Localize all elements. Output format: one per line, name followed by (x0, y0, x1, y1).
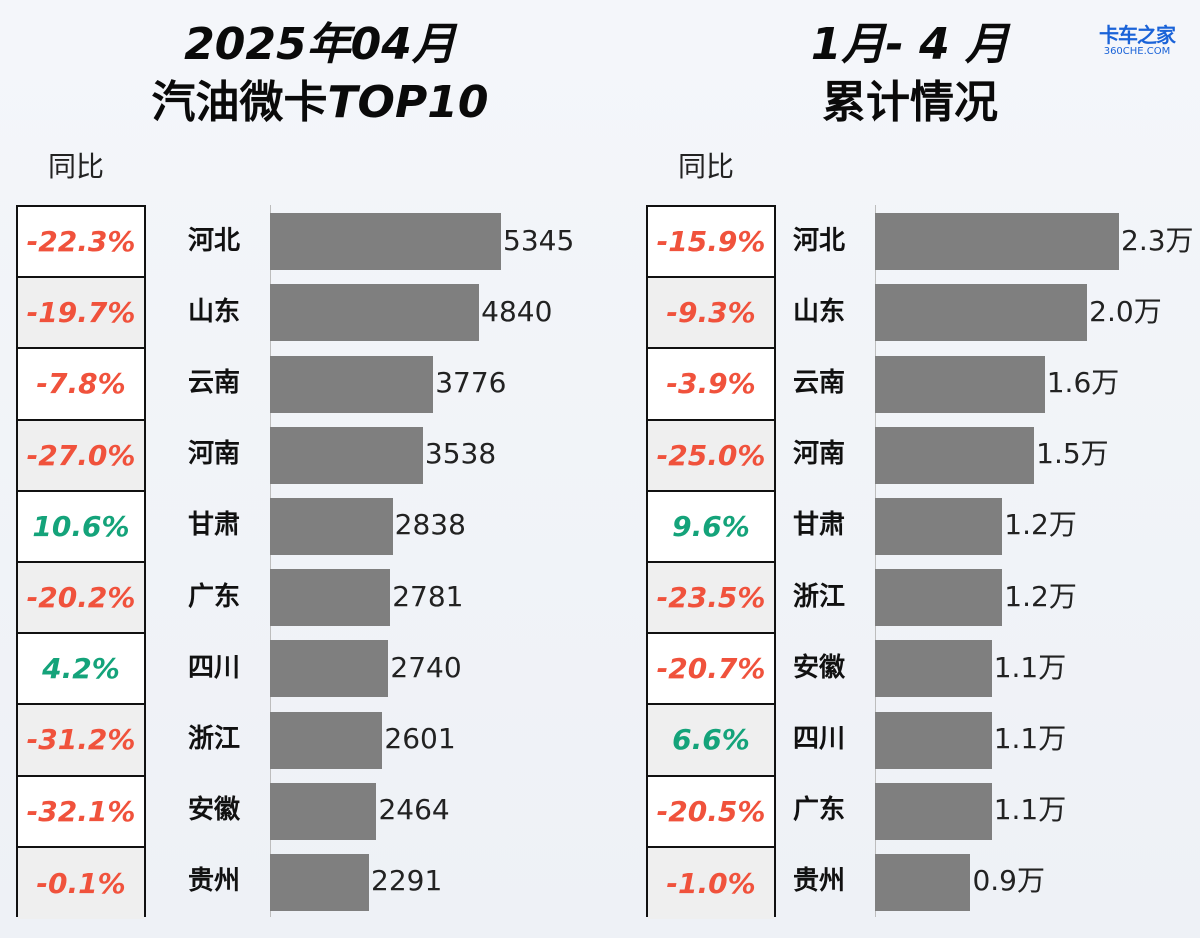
monthly-title: 2025年04月 (184, 19, 456, 70)
monthly-bar (270, 497, 393, 555)
cumulative-chart-title: 1月- 4 月 累计情况 (740, 16, 1080, 132)
cumulative-value-label: 1.1万 (993, 722, 1067, 755)
cumulative-region-label: 广东 (793, 795, 846, 826)
cumulative-bar (875, 569, 1003, 627)
monthly-yoy-cell: -27.0% (18, 420, 144, 492)
cumulative-region-label: 浙江 (793, 581, 846, 612)
cumulative-value-label: 1.2万 (1004, 508, 1077, 542)
monthly-yoy-cell: -20.2% (18, 562, 144, 635)
cumulative-region-label: 四川 (793, 724, 846, 754)
cumulative-value-label: 1.1万 (993, 650, 1067, 684)
monthly-yoy-column: -22.3% -19.7% -7.8% -27.0% 10.6% -20.2% 4.2% -3… (16, 205, 146, 919)
cumulative-yoy-cell: -9.3% (648, 278, 774, 350)
cumulative-value-label: 1.1万 (993, 793, 1067, 827)
monthly-bar (270, 640, 389, 698)
cumulative-value-label: 0.9万 (972, 864, 1045, 898)
monthly-value-label: 2740 (390, 650, 462, 684)
cumulative-bar (875, 711, 992, 769)
monthly-value-label: 3776 (435, 366, 507, 399)
brand-logo-domain: 360CHE.COM (1103, 46, 1171, 57)
cumulative-bar (875, 355, 1045, 413)
monthly-bar (270, 853, 369, 911)
cumulative-value-label: 1.5万 (1036, 437, 1109, 471)
monthly-yoy-cell: -22.3% (18, 207, 144, 279)
monthly-subtitle: 汽油微卡TOP10 (120, 74, 520, 132)
cumulative-title: 1月- 4 月 (810, 19, 1010, 70)
cumulative-value-label: 1.6万 (1046, 366, 1120, 399)
cumulative-yoy-cell: -1.0% (648, 847, 774, 919)
cumulative-value-label: 1.2万 (1004, 579, 1077, 613)
cumulative-yoy-cell: -15.9% (648, 207, 774, 279)
cumulative-yoy-cell: 6.6% (648, 705, 774, 777)
cumulative-region-label: 山东 (793, 296, 846, 327)
cumulative-subtitle: 累计情况 (822, 77, 998, 128)
monthly-region-label: 广东 (188, 581, 241, 612)
monthly-yoy-cell: 4.2% (18, 634, 144, 706)
monthly-top10-panel: 2025年04月 汽油微卡TOP10 同比 -22.3% -19.7% -7.8% -… (16, 16, 575, 919)
monthly-yoy-cell: -31.2% (18, 705, 144, 777)
cumulative-bar (875, 497, 1003, 555)
cumulative-bar (875, 853, 971, 911)
cumulative-bar (875, 213, 1119, 271)
cumulative-yoy-cell: -3.9% (648, 349, 774, 421)
cumulative-region-label: 安徽 (793, 652, 846, 683)
monthly-yoy-cell: -0.1% (18, 847, 144, 919)
cumulative-bar (875, 782, 992, 840)
monthly-subtitle-text: 汽油微卡 (151, 77, 328, 128)
monthly-region-label: 安徽 (188, 795, 241, 826)
brand-logo: 卡车之家 360CHE.COM (1092, 24, 1182, 58)
monthly-bar (270, 569, 391, 627)
cumulative-yoy-cell: -23.5% (648, 562, 774, 635)
cumulative-region-label: 河南 (793, 439, 846, 470)
cumulative-bar (875, 426, 1035, 484)
monthly-region-label: 浙江 (188, 724, 241, 754)
cumulative-value-label: 2.3万 (1121, 223, 1194, 257)
monthly-value-label: 3538 (424, 437, 497, 471)
monthly-yoy-cell: 10.6% (18, 492, 144, 563)
monthly-value-label: 2601 (384, 722, 456, 755)
monthly-value-label: 2291 (371, 864, 443, 898)
cumulative-yoy-cell: -20.7% (648, 634, 774, 706)
monthly-axis-line (270, 205, 271, 917)
cumulative-bar (875, 640, 992, 698)
monthly-value-label: 4840 (481, 294, 553, 328)
cumulative-region-label: 甘肃 (793, 510, 846, 541)
cumulative-yoy-cell: 9.6% (648, 492, 774, 563)
monthly-bar (270, 711, 383, 769)
monthly-region-label: 贵州 (188, 866, 241, 897)
cumulative-yoy-cell: -25.0% (648, 420, 774, 492)
cumulative-axis-line (875, 205, 876, 917)
cumulative-bar (875, 284, 1088, 342)
monthly-region-label: 云南 (188, 368, 241, 398)
monthly-region-label: 河南 (188, 439, 241, 470)
brand-logo-text: 卡车之家 (1099, 23, 1176, 47)
monthly-chart-title: 2025年04月 汽油微卡TOP10 (120, 16, 520, 132)
monthly-yoy-header: 同比 (48, 150, 105, 183)
monthly-yoy-cell: -32.1% (18, 777, 144, 848)
monthly-region-label: 甘肃 (188, 510, 241, 541)
cumulative-yoy-header: 同比 (678, 150, 735, 183)
monthly-bar (270, 284, 480, 342)
monthly-yoy-cell: -7.8% (18, 349, 144, 421)
cumulative-region-label: 贵州 (793, 866, 846, 897)
cumulative-yoy-column: -15.9% -9.3% -3.9% -25.0% 9.6% -23.5% -20.7% 6.… (646, 205, 776, 919)
monthly-yoy-cell: -19.7% (18, 278, 144, 350)
monthly-bar (270, 355, 434, 413)
monthly-region-label: 河北 (188, 225, 241, 256)
monthly-value-label: 5345 (503, 223, 575, 257)
cumulative-panel: 1月- 4 月 累计情况 同比 -15.9% -9.3% -3.9% -25.0% 9.… (600, 0, 1200, 938)
monthly-region-label: 山东 (188, 296, 241, 327)
cumulative-region-label: 云南 (793, 368, 846, 398)
monthly-subtitle-top10: TOP10 (327, 77, 489, 128)
cumulative-region-label: 河北 (793, 225, 846, 256)
monthly-value-label: 2781 (392, 579, 464, 613)
monthly-value-label: 2838 (394, 508, 466, 542)
monthly-bar (270, 782, 377, 840)
monthly-bar (270, 213, 501, 271)
cumulative-value-label: 2.0万 (1089, 294, 1162, 328)
monthly-value-label: 2464 (378, 793, 450, 827)
cumulative-yoy-cell: -20.5% (648, 777, 774, 848)
monthly-region-label: 四川 (188, 652, 241, 683)
monthly-bar (270, 426, 423, 484)
